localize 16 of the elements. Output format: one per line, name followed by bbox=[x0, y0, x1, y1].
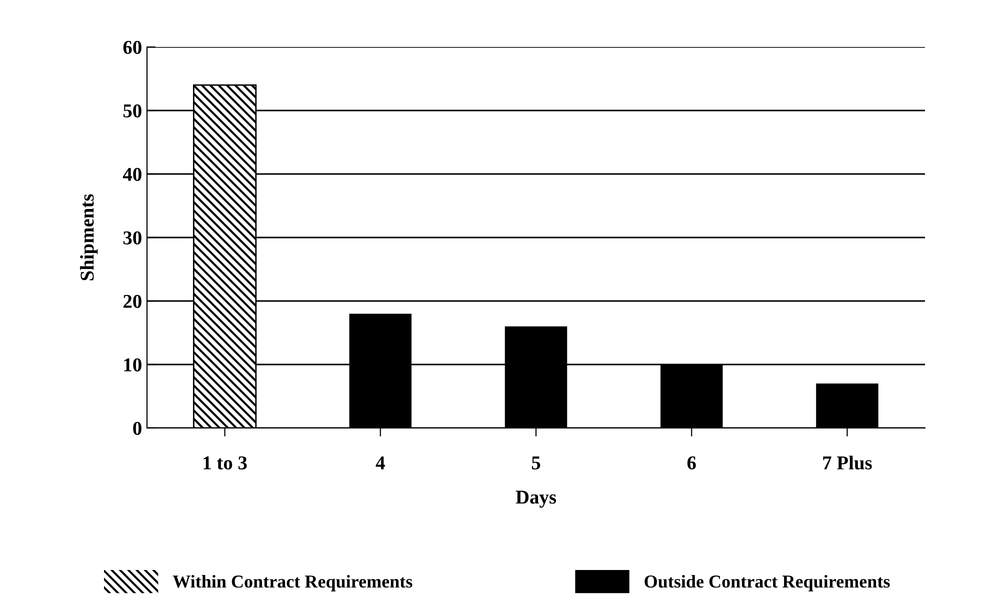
x-tick-label: 1 to 3 bbox=[204, 456, 247, 470]
y-axis-title: Shipments bbox=[80, 194, 98, 280]
y-tick-label: 60 bbox=[123, 40, 142, 54]
x-tick-label: 4 bbox=[376, 456, 385, 470]
y-tick-label: 30 bbox=[123, 231, 142, 244]
x-axis-title: Days bbox=[516, 490, 556, 508]
x-tick-label: 7 Plus bbox=[823, 456, 872, 470]
legend-label: Outside Contract Requirements bbox=[644, 574, 890, 592]
y-tick-label: 10 bbox=[124, 358, 142, 372]
legend-label: Within Contract Requirements bbox=[172, 574, 412, 592]
y-tick-label: 40 bbox=[122, 168, 142, 181]
y-tick-label: 0 bbox=[133, 422, 142, 435]
x-tick-label: 6 bbox=[687, 456, 696, 470]
y-tick-label: 20 bbox=[124, 294, 142, 308]
y-tick-label: 50 bbox=[123, 104, 142, 118]
x-tick-label: 5 bbox=[532, 456, 540, 470]
